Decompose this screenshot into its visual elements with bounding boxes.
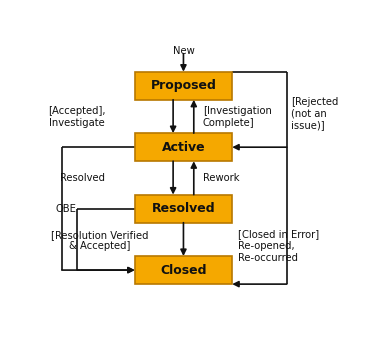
Text: New: New [173, 46, 194, 56]
Text: [Accepted],
Investigate: [Accepted], Investigate [48, 106, 105, 128]
Text: [Resolution Verified
& Accepted]: [Resolution Verified & Accepted] [51, 230, 148, 252]
Text: Proposed: Proposed [150, 79, 216, 92]
Text: Closed: Closed [160, 264, 207, 277]
FancyBboxPatch shape [135, 72, 232, 100]
Text: [Rejected
(not an
issue)]: [Rejected (not an issue)] [291, 97, 339, 130]
FancyBboxPatch shape [135, 256, 232, 284]
FancyBboxPatch shape [135, 195, 232, 223]
Text: [Closed in Error]
Re-opened,
Re-occurred: [Closed in Error] Re-opened, Re-occurred [238, 229, 319, 263]
Text: Resolved: Resolved [60, 174, 105, 184]
Text: Active: Active [162, 141, 205, 154]
Text: Rework: Rework [203, 174, 239, 184]
Text: Resolved: Resolved [152, 202, 215, 215]
FancyBboxPatch shape [135, 133, 232, 161]
Text: [Investigation
Complete]: [Investigation Complete] [203, 106, 272, 128]
Text: OBE: OBE [55, 204, 76, 214]
